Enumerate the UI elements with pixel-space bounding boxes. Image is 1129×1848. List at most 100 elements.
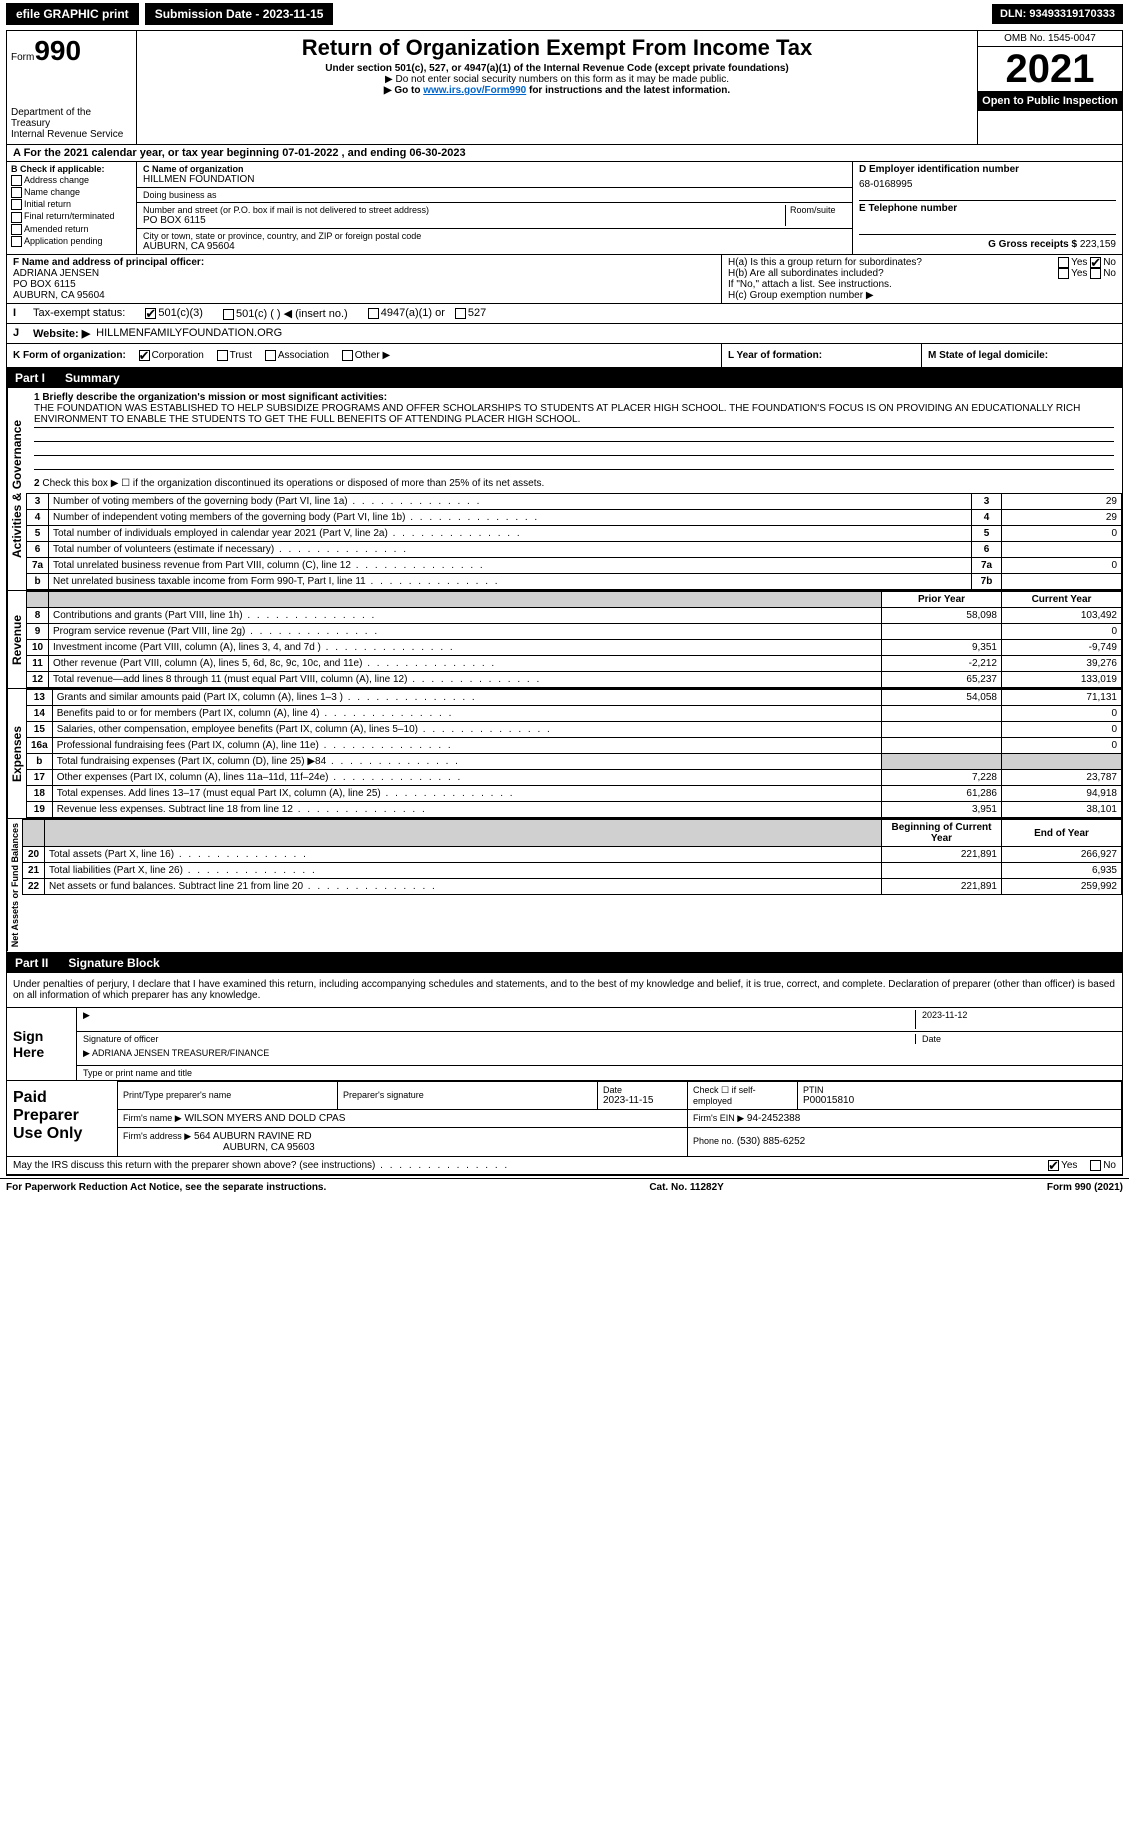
cb-initial-return[interactable]: Initial return [11, 199, 132, 210]
row-ref: 7b [972, 574, 1002, 590]
part2-header: Part II Signature Block [7, 953, 1122, 973]
row-label: Other expenses (Part IX, column (A), lin… [52, 770, 881, 786]
row-label: Total assets (Part X, line 16) [45, 847, 882, 863]
row-ref: 4 [972, 510, 1002, 526]
na-body: Beginning of Current Year End of Year20 … [22, 819, 1122, 951]
sig-officer-row2: Signature of officer Date [77, 1032, 1122, 1046]
hb-label: H(b) Are all subordinates included? [728, 268, 884, 279]
goto-suffix: for instructions and the latest informat… [526, 85, 730, 96]
discuss-yesno: Yes No [1048, 1160, 1116, 1171]
mission-block: 1 Briefly describe the organization's mi… [26, 388, 1122, 474]
row-num: 16a [27, 738, 53, 754]
prep-sig-label: Preparer's signature [343, 1090, 592, 1100]
k-label: K Form of organization: [13, 350, 126, 361]
discuss-row: May the IRS discuss this return with the… [7, 1157, 1122, 1175]
ha-label: H(a) Is this a group return for subordin… [728, 257, 922, 268]
cb-application-pending[interactable]: Application pending [11, 236, 132, 247]
current-val: 0 [1002, 706, 1122, 722]
blank-1 [34, 428, 1114, 442]
row-num: 12 [27, 672, 49, 688]
form-990-text: 990 [34, 35, 81, 66]
col-current: Current Year [1002, 592, 1122, 608]
officer-label-line: Type or print name and title [77, 1066, 1122, 1080]
irs-link[interactable]: www.irs.gov/Form990 [423, 85, 526, 96]
row-num: 9 [27, 624, 49, 640]
goto-prefix: ▶ Go to [384, 85, 423, 96]
k-other[interactable]: Other ▶ [342, 350, 390, 361]
c-city-row: City or town, state or province, country… [137, 229, 852, 254]
firm-city-value: AUBURN, CA 95603 [123, 1142, 682, 1153]
row-num: 10 [27, 640, 49, 656]
part1-header: Part I Summary [7, 368, 1122, 388]
current-val: 0 [1002, 624, 1122, 640]
row-val: 0 [1002, 526, 1122, 542]
row-label: Salaries, other compensation, employee b… [52, 722, 881, 738]
hb-note: If "No," attach a list. See instructions… [728, 279, 1116, 290]
form-label: Form [11, 52, 34, 63]
row-num: b [27, 754, 53, 770]
prior-val: 65,237 [882, 672, 1002, 688]
prior-val: 9,351 [882, 640, 1002, 656]
i-527[interactable]: 527 [455, 307, 486, 320]
row-num: 19 [27, 802, 53, 818]
phone-label: Phone no. [693, 1136, 734, 1146]
col-c: C Name of organization HILLMEN FOUNDATIO… [137, 162, 852, 254]
addr-label: Number and street (or P.O. box if mail i… [143, 205, 781, 215]
current-val: 133,019 [1002, 672, 1122, 688]
cb-address-change[interactable]: Address change [11, 175, 132, 186]
sig-date-value: 2023-11-12 [916, 1010, 1116, 1029]
col-h: H(a) Is this a group return for subordin… [722, 255, 1122, 303]
current-val: 38,101 [1002, 802, 1122, 818]
row-num: 22 [23, 879, 45, 895]
row-label: Total revenue—add lines 8 through 11 (mu… [49, 672, 882, 688]
gross-value: 223,159 [1080, 239, 1116, 250]
ptin-label: PTIN [803, 1085, 1116, 1095]
m-state: M State of legal domicile: [922, 344, 1122, 367]
top-bar: efile GRAPHIC print Submission Date - 20… [0, 0, 1129, 28]
city-value: AUBURN, CA 95604 [143, 241, 846, 252]
cb-name-change[interactable]: Name change [11, 187, 132, 198]
row-num: 20 [23, 847, 45, 863]
cb-amended-return[interactable]: Amended return [11, 224, 132, 235]
current-val: 23,787 [1002, 770, 1122, 786]
row-val [1002, 542, 1122, 558]
row-label: Net assets or fund balances. Subtract li… [45, 879, 882, 895]
prior-val: 7,228 [882, 770, 1002, 786]
officer-addr1: PO BOX 6115 [13, 279, 715, 290]
sign-content: ▶ 2023-11-12 Signature of officer Date ▶… [77, 1008, 1122, 1080]
current-val: 266,927 [1002, 847, 1122, 863]
prep-date-label: Date [603, 1085, 682, 1095]
mission-text: THE FOUNDATION WAS ESTABLISHED TO HELP S… [34, 403, 1114, 428]
i-4947[interactable]: 4947(a)(1) or [368, 307, 445, 320]
hc-label: H(c) Group exemption number ▶ [728, 290, 1116, 301]
i-501c[interactable]: 501(c) ( ) ◀ (insert no.) [223, 307, 348, 320]
row-label: Revenue less expenses. Subtract line 18 … [52, 802, 881, 818]
k-assoc[interactable]: Association [265, 350, 329, 361]
declaration: Under penalties of perjury, I declare th… [7, 973, 1122, 1008]
section-fh: F Name and address of principal officer:… [7, 255, 1122, 304]
row-num: 17 [27, 770, 53, 786]
exp-side-label: Expenses [7, 689, 26, 818]
row-num: b [27, 574, 49, 590]
efile-btn[interactable]: efile GRAPHIC print [6, 3, 139, 25]
form-header: Form990 Department of the Treasury Inter… [7, 31, 1122, 145]
dba-label: Doing business as [143, 190, 846, 200]
row-ref: 3 [972, 494, 1002, 510]
part2-title: Signature Block [68, 956, 159, 970]
col-d: D Employer identification number 68-0168… [852, 162, 1122, 254]
form-title: Return of Organization Exempt From Incom… [147, 35, 967, 61]
cb-final-return[interactable]: Final return/terminated [11, 211, 132, 222]
k-corp[interactable]: Corporation [139, 350, 204, 361]
c-name-row: C Name of organization HILLMEN FOUNDATIO… [137, 162, 852, 188]
prior-val [882, 624, 1002, 640]
dln-label: DLN: 93493319170333 [992, 4, 1123, 24]
part1-title: Summary [65, 371, 120, 385]
row-num: 15 [27, 722, 53, 738]
k-trust[interactable]: Trust [217, 350, 252, 361]
submission-date-btn[interactable]: Submission Date - 2023-11-15 [145, 3, 334, 25]
i-501c3[interactable]: 501(c)(3) [145, 307, 203, 320]
footer: For Paperwork Reduction Act Notice, see … [0, 1178, 1129, 1196]
ha-yesno: Yes No [1058, 257, 1116, 268]
part1-num: Part I [15, 371, 45, 385]
i-label: Tax-exempt status: [33, 307, 125, 320]
